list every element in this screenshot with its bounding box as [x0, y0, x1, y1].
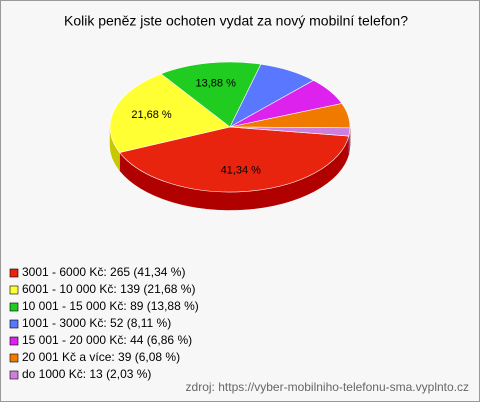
legend-swatch	[9, 370, 19, 380]
legend-label: do 1000 Kč: 13 (2,03 %)	[22, 367, 151, 381]
slice-label: 21,68 %	[131, 109, 172, 121]
legend-label: 6001 - 10 000 Kč: 139 (21,68 %)	[22, 282, 195, 296]
legend-swatch	[9, 353, 19, 363]
legend-label: 10 001 - 15 000 Kč: 89 (13,88 %)	[22, 299, 199, 313]
pie-slice	[119, 126, 350, 193]
legend-label: 1001 - 3000 Kč: 52 (8,11 %)	[22, 316, 171, 330]
legend-label: 20 001 Kč a více: 39 (6,08 %)	[22, 350, 180, 364]
pie-slice	[109, 73, 231, 153]
source: zdroj: https://vyber-mobilniho-telefonu-…	[186, 380, 469, 394]
legend-swatch	[9, 268, 19, 278]
slice-label: 41,34 %	[221, 165, 262, 177]
legend-swatch	[9, 285, 19, 295]
pie-slice	[229, 126, 351, 137]
legend-swatch	[9, 302, 19, 312]
legend-swatch	[9, 336, 19, 346]
legend-label: 3001 - 6000 Kč: 265 (41,34 %)	[22, 265, 185, 279]
pie-slice	[160, 61, 262, 128]
legend-label: 15 001 - 20 000 Kč: 44 (6,86 %)	[22, 333, 192, 347]
legend-swatch	[9, 319, 19, 329]
slice-label: 13,88 %	[196, 77, 237, 89]
chart-title: Kolik peněz jste ochoten vydat za nový m…	[64, 13, 408, 29]
